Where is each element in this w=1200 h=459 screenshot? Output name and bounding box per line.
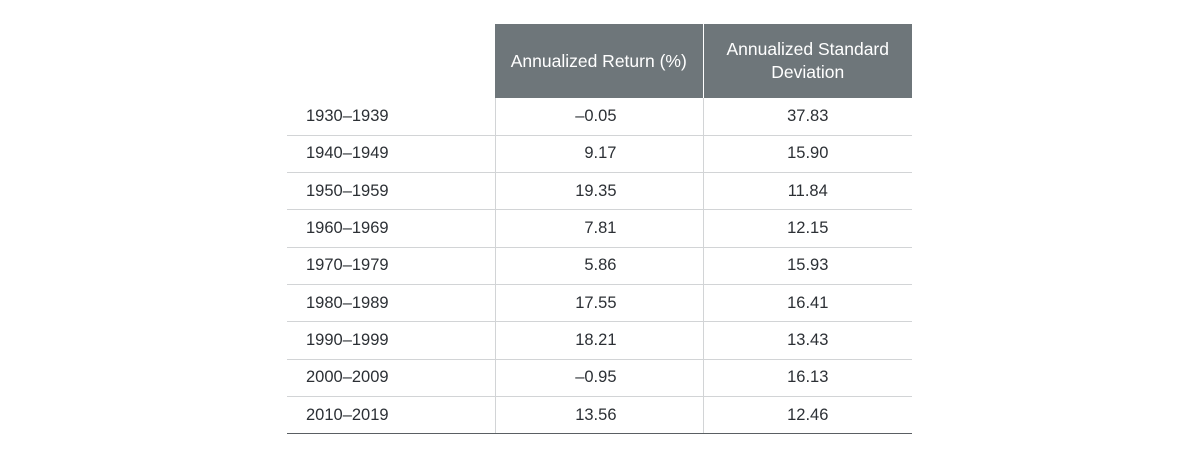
annualized-return-cell: 13.56 <box>494 396 704 435</box>
table-row: 1950–1959 19.35 11.84 <box>287 172 912 211</box>
annualized-std-dev-cell: 16.41 <box>703 284 912 323</box>
annualized-return-cell: 9.17 <box>494 135 704 174</box>
table-row: 2000–2009 –0.95 16.13 <box>287 359 912 397</box>
table-body: 1930–1939 –0.05 37.83 1940–1949 9.17 15.90 195… <box>287 98 912 435</box>
period-cell: 1930–1939 <box>287 98 495 136</box>
annualized-std-dev-cell: 15.90 <box>703 135 912 174</box>
table-row: 1970–1979 5.86 15.93 <box>287 247 912 285</box>
annualized-return-cell: 5.86 <box>494 247 704 285</box>
table-row: 1940–1949 9.17 15.90 <box>287 135 912 174</box>
table-row: 1930–1939 –0.05 37.83 <box>287 98 912 136</box>
period-cell: 1950–1959 <box>287 172 495 211</box>
period-cell: 1960–1969 <box>287 209 495 248</box>
annualized-return-cell: 17.55 <box>494 284 704 323</box>
annualized-std-dev-cell: 11.84 <box>703 172 912 211</box>
period-cell: 1970–1979 <box>287 247 495 285</box>
annualized-std-dev-cell: 12.15 <box>703 209 912 248</box>
header-annualized-return: Annualized Return (%) <box>495 24 704 98</box>
annualized-return-cell: –0.05 <box>494 98 704 136</box>
period-cell: 1990–1999 <box>287 321 495 360</box>
period-cell: 1940–1949 <box>287 135 495 174</box>
annualized-std-dev-cell: 16.13 <box>703 359 912 397</box>
table-header: Annualized Return (%) Annualized Standar… <box>287 24 912 98</box>
header-row: Annualized Return (%) Annualized Standar… <box>287 24 912 98</box>
annualized-std-dev-cell: 13.43 <box>703 321 912 360</box>
annualized-return-cell: –0.95 <box>494 359 704 397</box>
table-row: 1990–1999 18.21 13.43 <box>287 321 912 360</box>
annualized-return-cell: 19.35 <box>494 172 704 211</box>
table-row: 1980–1989 17.55 16.41 <box>287 284 912 323</box>
table-row: 2010–2019 13.56 12.46 <box>287 396 912 435</box>
header-corner-cell <box>287 24 495 98</box>
annualized-std-dev-cell: 12.46 <box>703 396 912 435</box>
annualized-std-dev-cell: 15.93 <box>703 247 912 285</box>
table-row: 1960–1969 7.81 12.15 <box>287 209 912 248</box>
period-cell: 2010–2019 <box>287 396 495 435</box>
header-annualized-std-dev: Annualized Standard Deviation <box>703 24 912 98</box>
annualized-std-dev-cell: 37.83 <box>703 98 912 136</box>
period-cell: 1980–1989 <box>287 284 495 323</box>
annualized-return-cell: 7.81 <box>494 209 704 248</box>
period-cell: 2000–2009 <box>287 359 495 397</box>
returns-table: Annualized Return (%) Annualized Standar… <box>287 24 912 435</box>
annualized-return-cell: 18.21 <box>494 321 704 360</box>
